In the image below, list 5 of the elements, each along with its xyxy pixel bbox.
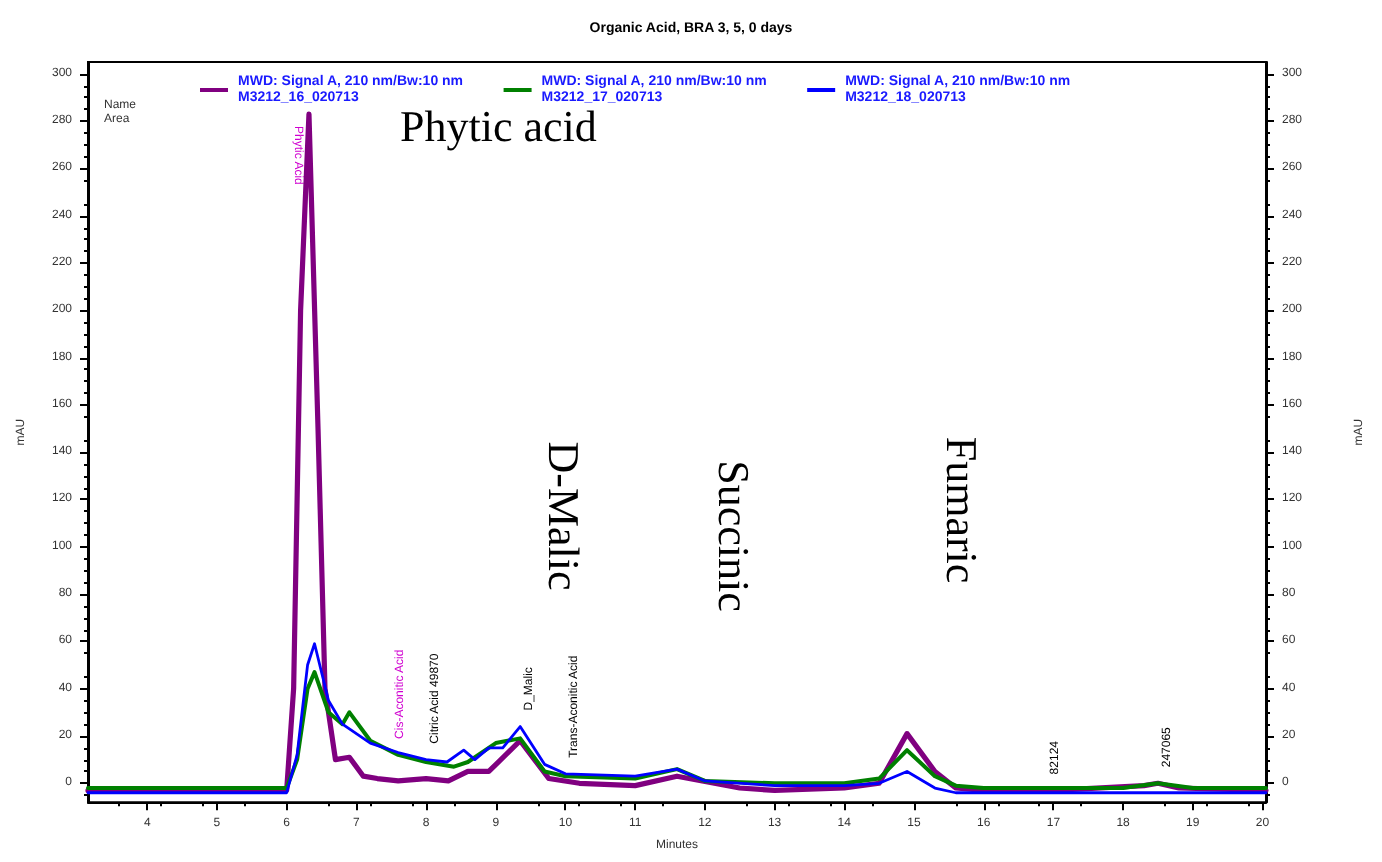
- line-series: [86, 642, 1268, 795]
- annotation: Phytic acid: [400, 101, 597, 151]
- annotation: D-Malic: [539, 441, 589, 591]
- annotation: Succinic: [709, 460, 759, 613]
- annotation: Fumaric: [937, 436, 987, 584]
